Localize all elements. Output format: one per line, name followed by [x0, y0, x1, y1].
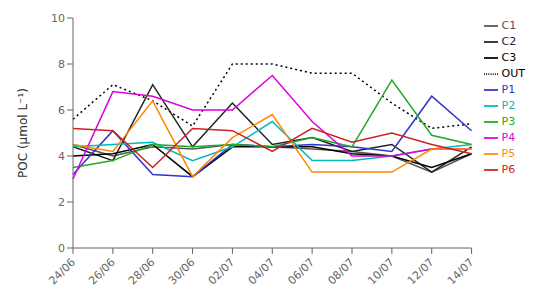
html-text:C3: C3 — [501, 51, 517, 64]
svg-text:4: 4 — [58, 150, 65, 163]
svg-text:6: 6 — [58, 104, 65, 117]
svg-text:04/07: 04/07 — [246, 256, 278, 288]
html-text:C1: C1 — [501, 19, 517, 32]
svg-text:12/07: 12/07 — [405, 256, 437, 288]
svg-text:26/06: 26/06 — [86, 256, 118, 288]
svg-text:10/07: 10/07 — [365, 256, 397, 288]
svg-text:06/07: 06/07 — [285, 256, 317, 288]
html-text:OUT: OUT — [501, 67, 525, 80]
svg-text:POC (μmol L⁻¹): POC (μmol L⁻¹) — [16, 88, 30, 178]
svg-text:2: 2 — [58, 196, 65, 209]
svg-text:10: 10 — [51, 12, 65, 25]
html-text:C2: C2 — [501, 35, 517, 48]
svg-text:8: 8 — [58, 58, 65, 71]
svg-text:02/07: 02/07 — [206, 256, 238, 288]
html-text:P4: P4 — [501, 131, 516, 144]
html-text:P2: P2 — [501, 99, 516, 112]
svg-text:08/07: 08/07 — [325, 256, 357, 288]
svg-text:14/07: 14/07 — [445, 256, 477, 288]
html-text:P5: P5 — [501, 147, 516, 160]
svg-text:28/06: 28/06 — [126, 256, 158, 288]
html-text:P6: P6 — [501, 163, 516, 176]
svg-text:0: 0 — [58, 242, 65, 255]
svg-text:24/06: 24/06 — [46, 256, 78, 288]
html-text:P3: P3 — [501, 115, 516, 128]
html-text:P1: P1 — [501, 83, 516, 96]
svg-text:30/06: 30/06 — [166, 256, 198, 288]
